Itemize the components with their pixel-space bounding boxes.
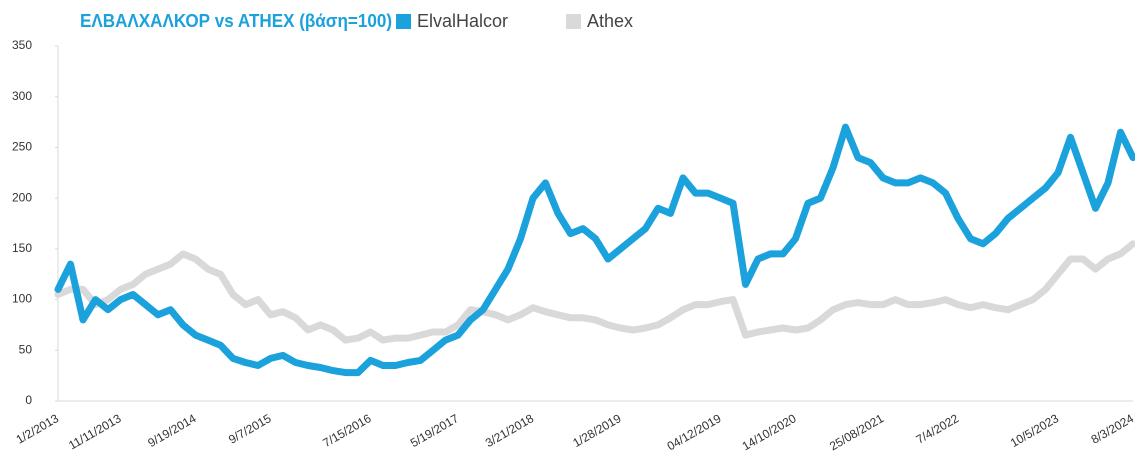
legend-swatch (396, 14, 411, 29)
y-tick-label: 350 (12, 38, 32, 52)
x-tick-label: 1/2/2013 (14, 411, 62, 447)
x-tick-label: 04/12/2019 (665, 411, 724, 453)
x-tick-label: 9/7/2015 (226, 411, 274, 447)
x-tick-label: 7/4/2022 (914, 411, 962, 447)
series-line (54, 123, 1135, 377)
x-tick-label: 9/19/2014 (145, 411, 199, 450)
y-tick-label: 300 (12, 89, 32, 103)
chart-title: ΕΛΒΑΛΧΑΛΚΟΡ vs ATHEX (βάση=100) (80, 11, 392, 31)
legend-label: Athex (587, 11, 633, 31)
y-tick-label: 150 (12, 241, 32, 255)
legend-swatch (566, 14, 581, 29)
x-tick-label: 5/19/2017 (408, 411, 462, 450)
y-tick-label: 200 (12, 190, 32, 204)
x-tick-label: 25/08/2021 (827, 411, 886, 453)
y-tick-label: 0 (25, 393, 32, 407)
x-tick-label: 11/11/2013 (66, 411, 124, 452)
x-tick-label: 7/15/2016 (320, 411, 374, 450)
legend-label: ElvalHalcor (417, 11, 508, 31)
y-tick-label: 50 (19, 342, 33, 356)
series-line (54, 240, 1135, 344)
x-tick-label: 10/5/2023 (1008, 411, 1062, 450)
y-tick-label: 250 (12, 140, 32, 154)
x-tick-label: 1/28/2019 (570, 411, 624, 450)
x-tick-label: 14/10/2020 (740, 411, 799, 453)
x-tick-label: 8/3/2024 (1089, 411, 1135, 447)
x-tick-label: 3/21/2018 (483, 411, 537, 450)
y-tick-label: 100 (12, 292, 32, 306)
